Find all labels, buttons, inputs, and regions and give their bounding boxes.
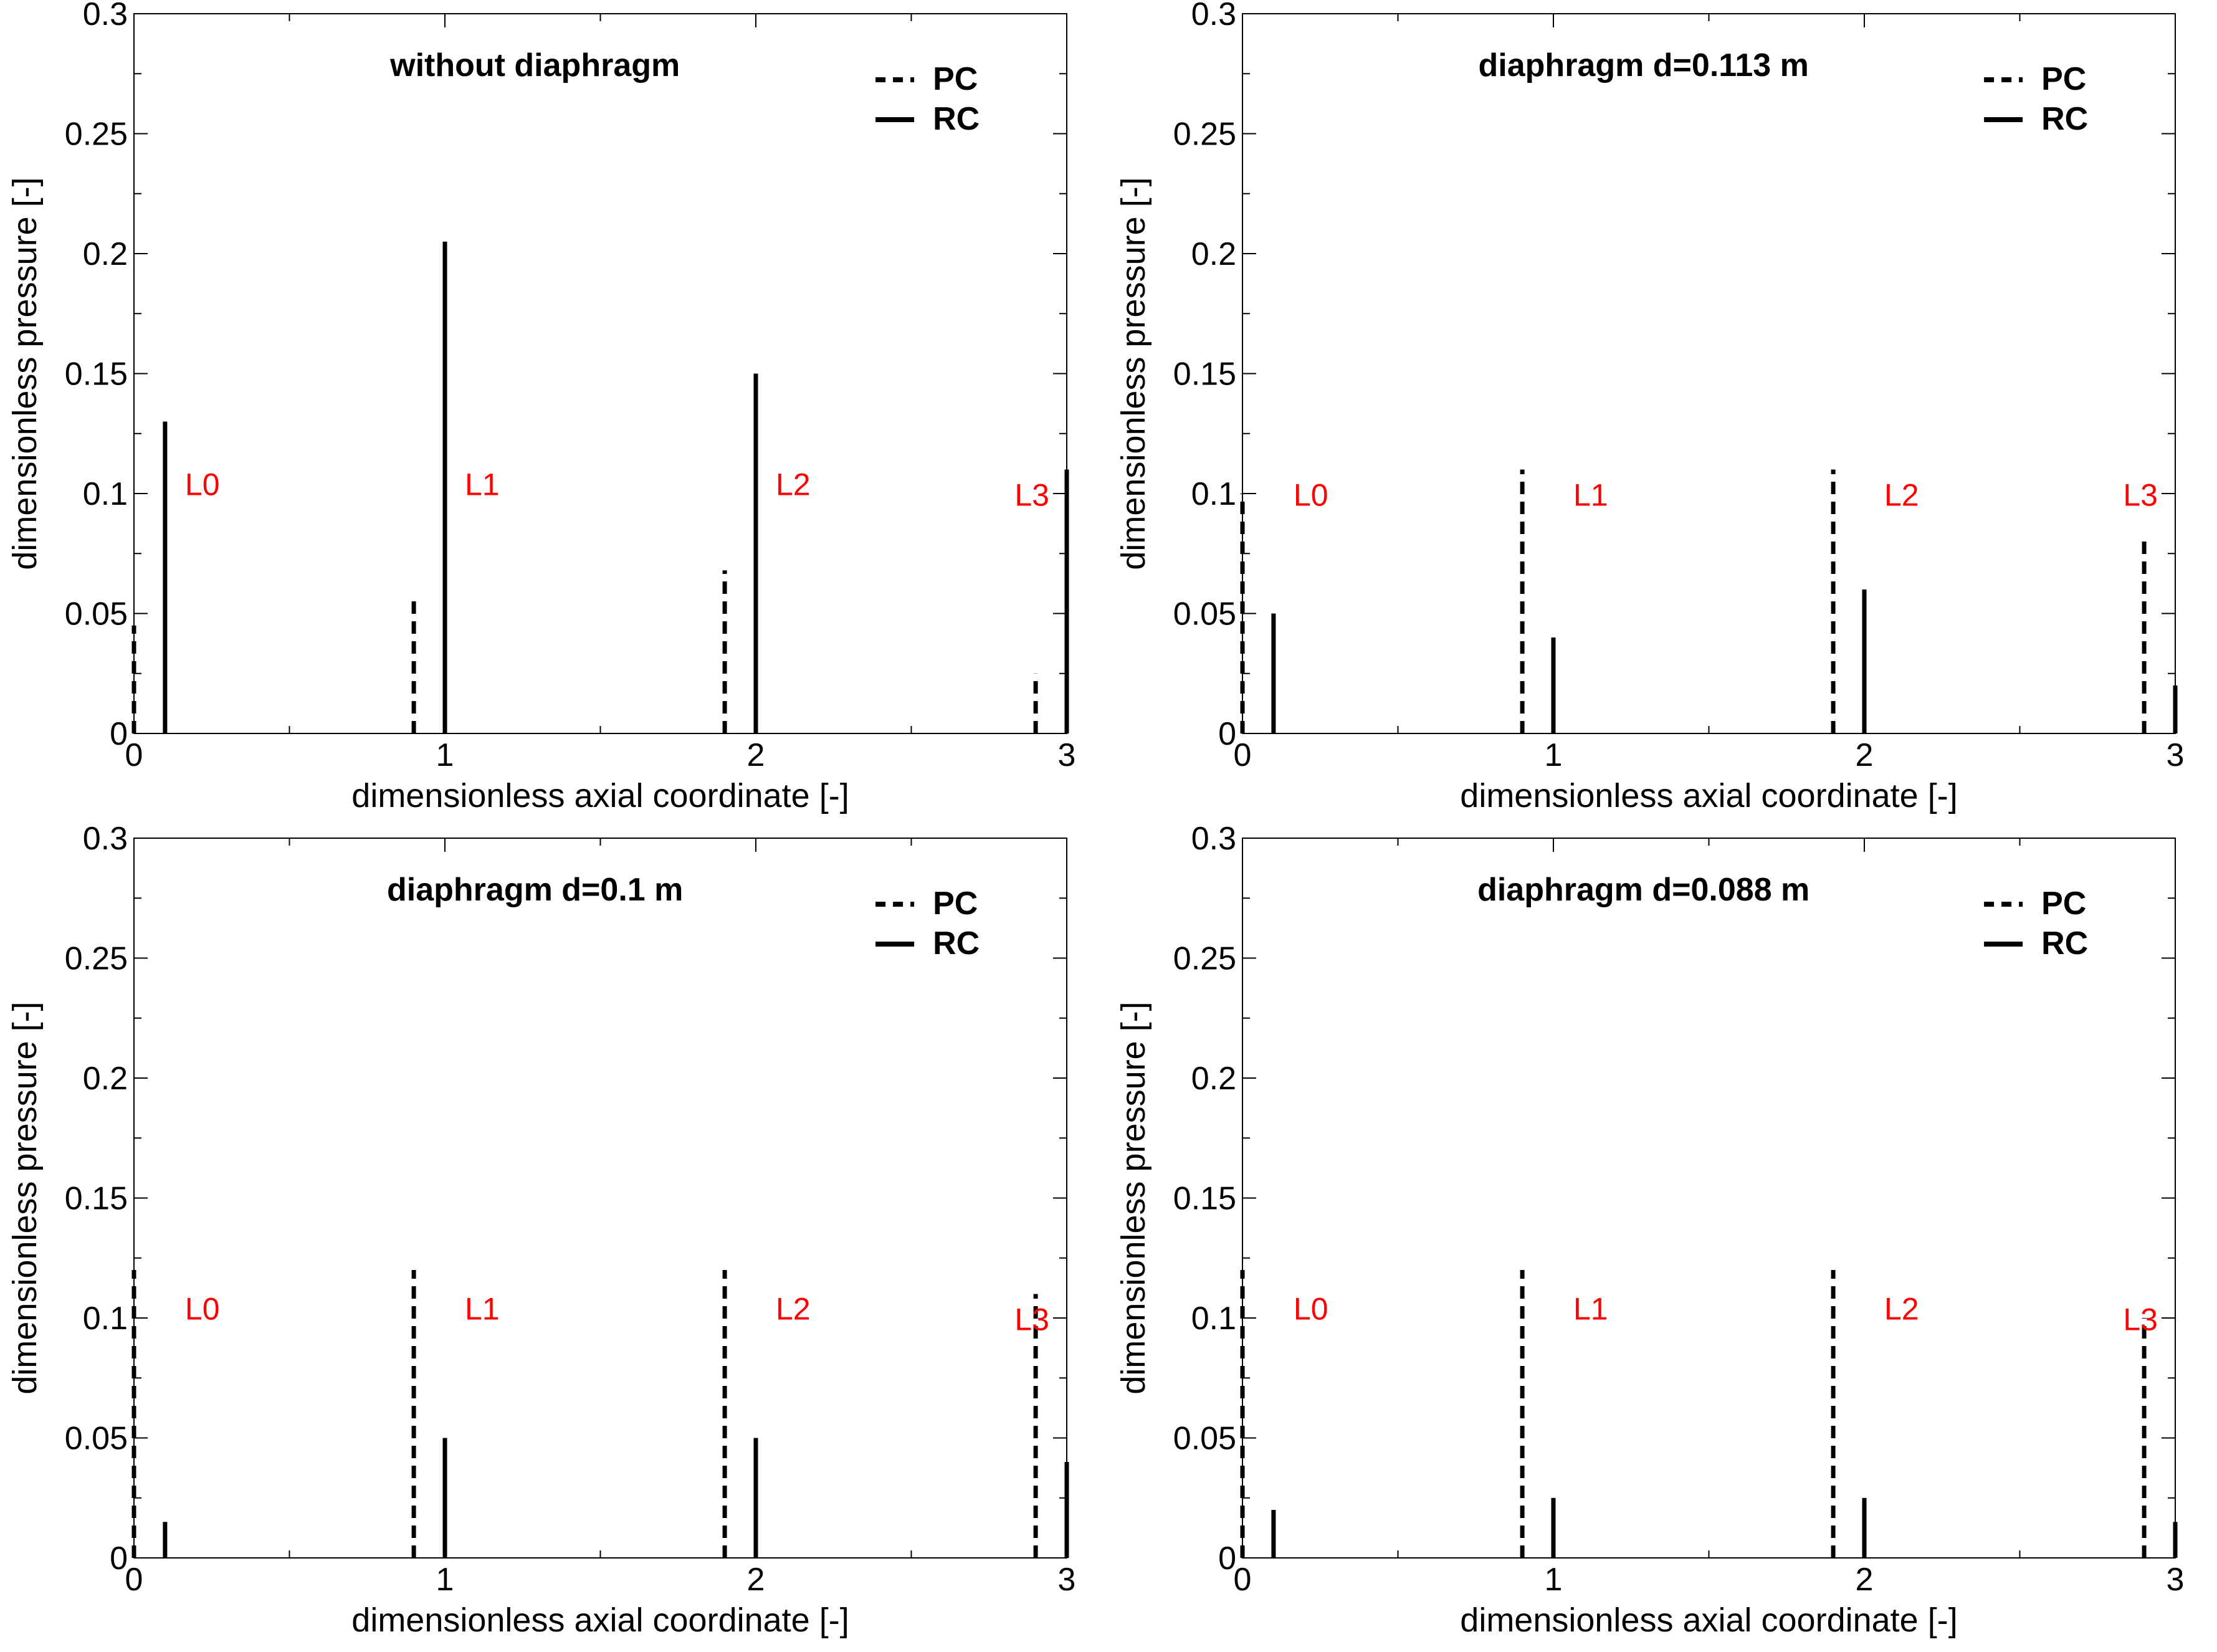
- line-label-l0: L0: [1294, 1291, 1328, 1326]
- line-label-l1: L1: [1573, 1291, 1608, 1326]
- line-label-l1: L1: [465, 1291, 500, 1326]
- y-axis-title: dimensionless pressure [-]: [1115, 177, 1152, 570]
- plot-frame: [133, 13, 1067, 734]
- chart-svg: 0 1 2 3 0 0.05 0.1 0.15 0.2 0.25 0.3 dimensionless …: [1115, 0, 2185, 814]
- y-tick-label: 0: [110, 716, 128, 752]
- y-tick-label: 0.1: [83, 1301, 128, 1337]
- y-tick-label: 0.3: [83, 824, 128, 857]
- y-tick-label: 0.05: [65, 1421, 128, 1457]
- x-tick-label: 3: [2167, 737, 2185, 773]
- chart-panel-diaphragm-0-113: 0 1 2 3 0 0.05 0.1 0.15 0.2 0.25 0.3 dimensionless …: [1108, 0, 2217, 824]
- y-tick-label: 0.15: [1173, 356, 1236, 393]
- y-tick-label: 0.2: [1191, 236, 1236, 272]
- line-label-l0: L0: [185, 1291, 220, 1326]
- chart-svg: 0 1 2 3 0 0.05 0.1 0.15 0.2 0.25 0.3 dimensionless …: [1115, 821, 2185, 1639]
- x-tick-label: 3: [1058, 1562, 1076, 1598]
- x-tick-label: 2: [1856, 1562, 1874, 1598]
- line-label-l2: L2: [1884, 1291, 1919, 1326]
- x-tick-label: 2: [1856, 737, 1874, 773]
- line-label-l2: L2: [776, 1291, 811, 1326]
- plot-frame: [1242, 838, 2176, 1559]
- legend-label-pc: PC: [2041, 886, 2086, 922]
- y-tick-label: 0.05: [65, 596, 128, 633]
- line-label-l3: L3: [2123, 477, 2158, 512]
- chart-title: without diaphragm: [389, 47, 680, 84]
- line-label-l3: L3: [2123, 1302, 2158, 1337]
- y-tick-label: 0.2: [83, 1061, 128, 1097]
- y-tick-label: 0.3: [1191, 824, 1236, 857]
- y-tick-label: 0.25: [1173, 117, 1236, 153]
- line-label-l0: L0: [1294, 477, 1328, 512]
- chart-panel-diaphragm-0-088: 0 1 2 3 0 0.05 0.1 0.15 0.2 0.25 0.3 dimensionless …: [1108, 821, 2217, 1649]
- line-label-l2: L2: [1884, 477, 1919, 512]
- legend-label-rc: RC: [2041, 101, 2088, 137]
- y-axis-title: dimensionless pressure [-]: [1115, 1001, 1152, 1394]
- x-tick-label: 2: [747, 737, 765, 773]
- x-axis-title: dimensionless axial coordinate [-]: [351, 777, 849, 814]
- x-axis-title: dimensionless axial coordinate [-]: [351, 1602, 849, 1639]
- y-tick-label: 0.05: [1173, 1421, 1236, 1457]
- y-tick-label: 0.25: [65, 941, 128, 977]
- y-axis-title: dimensionless pressure [-]: [6, 1001, 44, 1394]
- x-tick-label: 0: [125, 1562, 143, 1598]
- x-tick-label: 1: [436, 737, 454, 773]
- y-tick-label: 0.25: [65, 117, 128, 153]
- line-label-l1: L1: [1573, 477, 1608, 512]
- x-tick-label: 1: [436, 1562, 454, 1598]
- y-tick-label: 0.15: [1173, 1181, 1236, 1217]
- x-tick-label: 0: [1234, 737, 1252, 773]
- line-label-l3: L3: [1014, 477, 1049, 512]
- legend-label-pc: PC: [933, 61, 978, 97]
- y-tick-label: 0.15: [65, 1181, 128, 1217]
- x-axis-title: dimensionless axial coordinate [-]: [1460, 1602, 1957, 1639]
- line-label-l2: L2: [776, 467, 811, 502]
- legend-label-rc: RC: [933, 925, 980, 962]
- y-tick-label: 0.2: [1191, 1061, 1236, 1097]
- plot-frame: [133, 838, 1067, 1559]
- chart-title: diaphragm d=0.113 m: [1479, 47, 1809, 84]
- x-tick-label: 1: [1545, 1562, 1563, 1598]
- x-tick-label: 3: [2167, 1562, 2185, 1598]
- x-tick-label: 1: [1545, 737, 1563, 773]
- x-tick-label: 0: [125, 737, 143, 773]
- y-tick-label: 0.3: [83, 0, 128, 32]
- chart-svg: 0 1 2 3 0 0.05 0.1 0.15 0.2 0.25 0.3 dimensionless …: [6, 0, 1076, 814]
- line-label-l0: L0: [185, 467, 220, 502]
- legend-label-rc: RC: [933, 101, 980, 137]
- chart-panel-without-diaphragm: 0 1 2 3 0 0.05 0.1 0.15 0.2 0.25 0.3 dimensionless …: [0, 0, 1108, 824]
- line-label-l1: L1: [465, 467, 500, 502]
- x-tick-label: 0: [1234, 1562, 1252, 1598]
- legend-label-pc: PC: [2041, 61, 2086, 97]
- y-tick-label: 0.1: [1191, 1301, 1236, 1337]
- chart-title: diaphragm d=0.088 m: [1477, 872, 1809, 908]
- y-tick-label: 0: [110, 1540, 128, 1577]
- legend-label-rc: RC: [2041, 925, 2088, 962]
- y-tick-label: 0.25: [1173, 941, 1236, 977]
- y-tick-label: 0: [1218, 1540, 1236, 1577]
- x-axis-title: dimensionless axial coordinate [-]: [1460, 777, 1957, 814]
- chart-svg: 0 1 2 3 0 0.05 0.1 0.15 0.2 0.25 0.3 dimensionless …: [6, 821, 1076, 1639]
- y-tick-label: 0.15: [65, 356, 128, 393]
- y-tick-label: 0.1: [1191, 476, 1236, 512]
- legend-label-pc: PC: [933, 886, 978, 922]
- y-tick-label: 0.3: [1191, 0, 1236, 32]
- chart-title: diaphragm d=0.1 m: [387, 872, 683, 908]
- chart-panel-diaphragm-0-1: 0 1 2 3 0 0.05 0.1 0.15 0.2 0.25 0.3 dimensionless …: [0, 821, 1108, 1649]
- y-tick-label: 0: [1218, 716, 1236, 752]
- plot-frame: [1242, 13, 2176, 734]
- y-tick-label: 0.05: [1173, 596, 1236, 633]
- line-label-l3: L3: [1014, 1302, 1049, 1337]
- x-tick-label: 2: [747, 1562, 765, 1598]
- y-tick-label: 0.1: [83, 476, 128, 512]
- y-axis-title: dimensionless pressure [-]: [6, 177, 44, 570]
- y-tick-label: 0.2: [83, 236, 128, 272]
- x-tick-label: 3: [1058, 737, 1076, 773]
